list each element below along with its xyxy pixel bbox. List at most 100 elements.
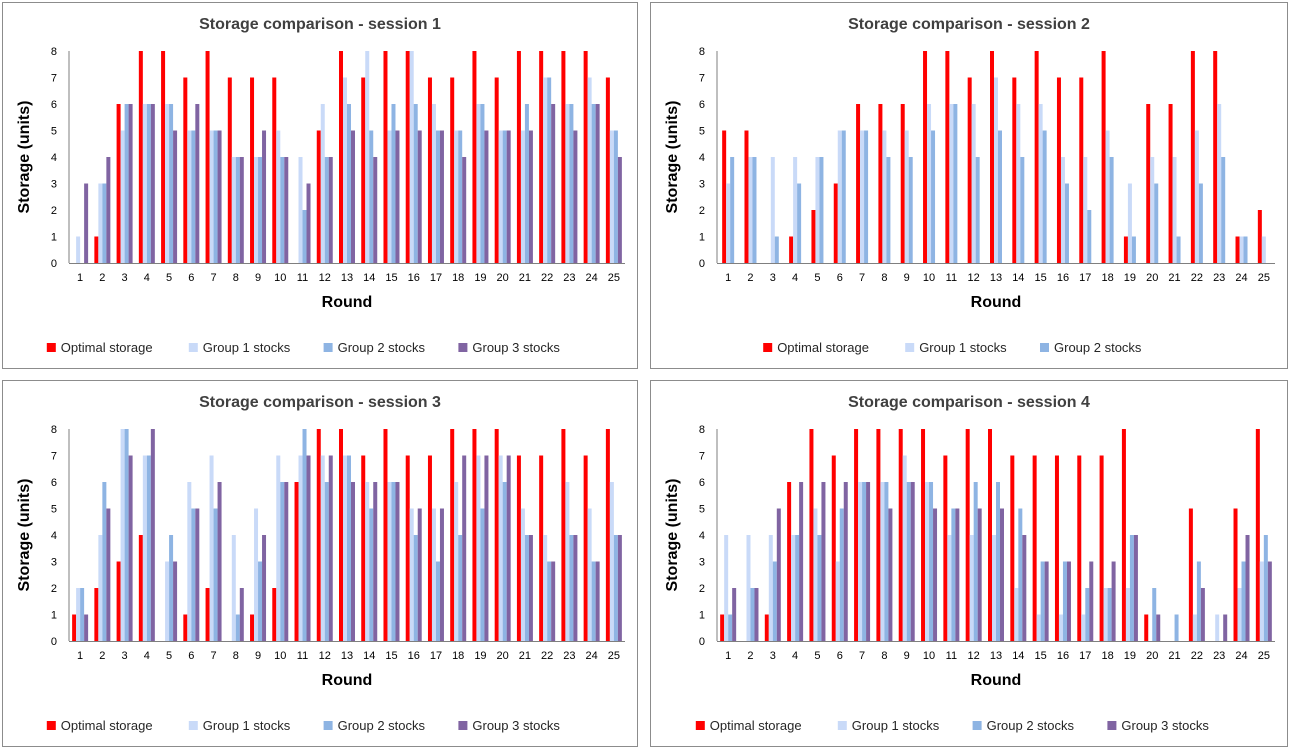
bar-group2-round-18 bbox=[458, 535, 463, 641]
y-axis-label: Storage (units) bbox=[16, 479, 33, 592]
bar-group2-round-13 bbox=[347, 455, 351, 641]
bar-group2-round-18 bbox=[458, 130, 463, 263]
x-tick-label: 3 bbox=[770, 272, 776, 284]
bar-group1-round-24 bbox=[587, 77, 592, 263]
bar-group2-round-3 bbox=[772, 561, 777, 641]
x-tick-label: 9 bbox=[255, 272, 261, 284]
bar-group3-round-11 bbox=[306, 183, 311, 263]
x-tick-label: 11 bbox=[946, 272, 957, 284]
bar-group2-round-9 bbox=[908, 157, 913, 263]
bar-group3-round-19 bbox=[484, 130, 489, 263]
bar-group3-round-25 bbox=[617, 157, 622, 263]
bar-group1-round-1 bbox=[76, 236, 81, 263]
bar-group1-round-4 bbox=[142, 104, 147, 263]
bar-group2-round-21 bbox=[524, 104, 529, 263]
chart-panel-session-3: Storage comparison - session 3 Storage (u… bbox=[2, 380, 638, 747]
bar-group3-round-20 bbox=[506, 455, 511, 641]
bar-group3-round-14 bbox=[373, 157, 378, 263]
legend-label: Group 3 stocks bbox=[472, 718, 560, 733]
bar-optimal-round-7 bbox=[854, 429, 859, 641]
bar-optimal-round-13 bbox=[988, 429, 992, 641]
bar-optimal-round-19 bbox=[472, 429, 477, 641]
y-tick-label: 8 bbox=[699, 46, 705, 58]
legend-swatch bbox=[46, 721, 56, 730]
bar-chart-svg: Storage comparison - session 1 Storage (u… bbox=[16, 16, 625, 355]
legend-swatch bbox=[1107, 721, 1117, 730]
bar-group3-round-3 bbox=[128, 455, 133, 641]
bar-optimal-round-5 bbox=[809, 429, 814, 641]
legend-item-group3: Group 3 stocks bbox=[458, 718, 560, 733]
bar-optimal-round-24 bbox=[1233, 508, 1238, 641]
x-tick-label: 25 bbox=[608, 272, 620, 284]
x-tick-label: 10 bbox=[274, 650, 286, 662]
bar-group2-round-11 bbox=[951, 508, 956, 641]
bar-optimal-round-12 bbox=[965, 429, 970, 641]
bar-optimal-round-10 bbox=[272, 77, 277, 263]
bar-group1-round-13 bbox=[994, 77, 998, 263]
bar-optimal-round-8 bbox=[876, 429, 881, 641]
bar-group3-round-24 bbox=[595, 104, 600, 263]
bar-group1-round-25 bbox=[1261, 236, 1266, 263]
bar-optimal-round-21 bbox=[516, 51, 521, 263]
x-tick-label: 11 bbox=[297, 272, 308, 284]
x-tick-label: 11 bbox=[946, 650, 957, 662]
bar-group3-round-12 bbox=[977, 508, 982, 641]
bar-group3-round-23 bbox=[573, 535, 578, 641]
legend-swatch bbox=[458, 721, 468, 730]
bar-group1-round-14 bbox=[365, 482, 370, 641]
x-tick-label: 2 bbox=[747, 650, 753, 662]
y-tick-label: 5 bbox=[51, 504, 57, 516]
bar-group3-round-24 bbox=[1245, 535, 1250, 641]
bar-optimal-round-9 bbox=[250, 614, 255, 641]
bar-group1-round-11 bbox=[947, 535, 952, 641]
y-tick-label: 0 bbox=[699, 258, 705, 270]
bar-optimal-round-10 bbox=[272, 588, 277, 641]
bar-optimal-round-16 bbox=[1054, 455, 1059, 641]
bar-group3-round-19 bbox=[484, 455, 489, 641]
legend-swatch bbox=[323, 343, 333, 352]
bar-group1-round-22 bbox=[543, 535, 548, 641]
bar-group3-round-23 bbox=[573, 130, 578, 263]
bar-group3-round-21 bbox=[528, 130, 533, 263]
bar-group1-round-19 bbox=[476, 455, 481, 641]
bar-group2-round-15 bbox=[391, 482, 396, 641]
bar-group2-round-1 bbox=[728, 614, 733, 641]
bar-group3-round-14 bbox=[373, 482, 378, 641]
bar-group1-round-13 bbox=[343, 455, 347, 641]
bar-optimal-round-18 bbox=[1101, 51, 1106, 263]
bar-chart-svg: Storage comparison - session 3 Storage (u… bbox=[16, 394, 625, 733]
bar-group1-round-7 bbox=[209, 130, 214, 263]
legend-label: Group 1 stocks bbox=[203, 340, 291, 355]
legend-item-optimal: Optimal storage bbox=[695, 718, 802, 733]
x-tick-label: 16 bbox=[408, 650, 420, 662]
bar-optimal-round-22 bbox=[539, 455, 544, 641]
x-tick-label: 10 bbox=[923, 650, 935, 662]
bar-group1-round-15 bbox=[387, 482, 392, 641]
bar-group3-round-18 bbox=[462, 455, 467, 641]
x-tick-label: 5 bbox=[166, 650, 172, 662]
legend-swatch bbox=[763, 343, 773, 352]
bar-group2-round-5 bbox=[169, 535, 174, 641]
x-tick-label: 22 bbox=[541, 650, 553, 662]
bar-optimal-round-13 bbox=[339, 51, 343, 263]
bar-optimal-round-9 bbox=[898, 429, 903, 641]
x-tick-label: 17 bbox=[430, 650, 442, 662]
x-tick-label: 15 bbox=[1035, 650, 1047, 662]
y-tick-label: 8 bbox=[51, 46, 57, 58]
x-axis-label: Round bbox=[971, 294, 1022, 311]
bar-optimal-round-1 bbox=[720, 614, 725, 641]
legend-label: Group 1 stocks bbox=[919, 340, 1007, 355]
bar-group2-round-24 bbox=[591, 561, 596, 641]
bar-group1-round-14 bbox=[1016, 104, 1021, 263]
bar-group3-round-10 bbox=[284, 157, 289, 263]
bar-group3-round-25 bbox=[617, 535, 622, 641]
bar-group1-round-3 bbox=[120, 130, 125, 263]
bar-optimal-round-15 bbox=[1032, 455, 1037, 641]
bar-group3-round-2 bbox=[106, 157, 111, 263]
bar-optimal-round-18 bbox=[1099, 455, 1104, 641]
bar-optimal-round-12 bbox=[967, 77, 972, 263]
bar-group3-round-15 bbox=[395, 130, 400, 263]
y-axis-label: Storage (units) bbox=[664, 479, 681, 592]
bar-group1-round-18 bbox=[454, 482, 459, 641]
x-tick-label: 23 bbox=[1213, 272, 1225, 284]
